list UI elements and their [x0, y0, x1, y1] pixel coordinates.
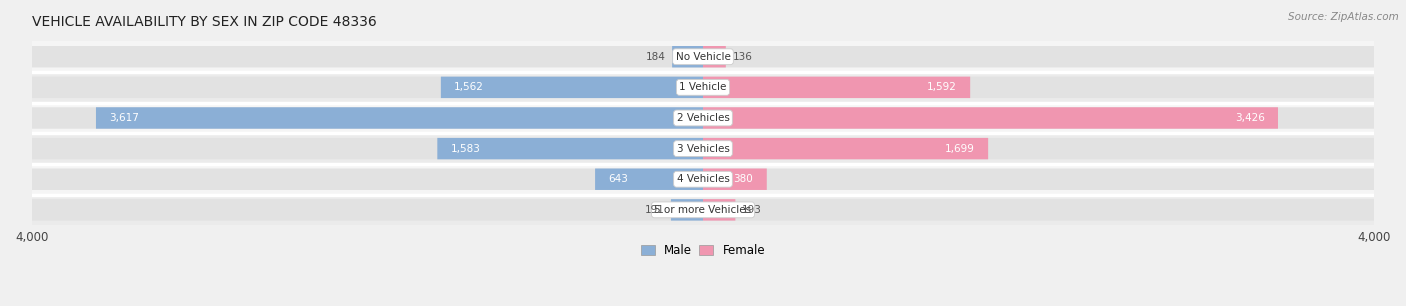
Text: 1,583: 1,583 [451, 144, 481, 154]
Text: 1,562: 1,562 [454, 82, 484, 92]
FancyBboxPatch shape [32, 138, 1374, 159]
Bar [32, 41, 1374, 72]
Legend: Male, Female: Male, Female [636, 240, 770, 262]
Bar [32, 72, 1374, 103]
Text: 643: 643 [609, 174, 628, 184]
FancyBboxPatch shape [32, 107, 1374, 129]
FancyBboxPatch shape [32, 76, 1374, 98]
Text: 1,699: 1,699 [945, 144, 974, 154]
FancyBboxPatch shape [703, 46, 725, 67]
Text: 2 Vehicles: 2 Vehicles [676, 113, 730, 123]
Text: 3,426: 3,426 [1234, 113, 1264, 123]
FancyBboxPatch shape [32, 169, 1374, 190]
Text: Source: ZipAtlas.com: Source: ZipAtlas.com [1288, 12, 1399, 22]
FancyBboxPatch shape [671, 199, 703, 221]
Text: 3 Vehicles: 3 Vehicles [676, 144, 730, 154]
Text: 193: 193 [742, 205, 762, 215]
FancyBboxPatch shape [441, 76, 703, 98]
FancyBboxPatch shape [703, 169, 766, 190]
Text: 136: 136 [733, 52, 752, 62]
Bar [32, 103, 1374, 133]
FancyBboxPatch shape [437, 138, 703, 159]
FancyBboxPatch shape [96, 107, 703, 129]
FancyBboxPatch shape [703, 107, 1278, 129]
Bar [32, 133, 1374, 164]
Text: 191: 191 [644, 205, 664, 215]
FancyBboxPatch shape [703, 199, 735, 221]
Text: 1 Vehicle: 1 Vehicle [679, 82, 727, 92]
Text: 184: 184 [645, 52, 665, 62]
Bar [32, 164, 1374, 195]
Text: 4 Vehicles: 4 Vehicles [676, 174, 730, 184]
Text: 5 or more Vehicles: 5 or more Vehicles [654, 205, 752, 215]
FancyBboxPatch shape [703, 138, 988, 159]
FancyBboxPatch shape [672, 46, 703, 67]
FancyBboxPatch shape [703, 76, 970, 98]
Text: 3,617: 3,617 [110, 113, 139, 123]
Text: No Vehicle: No Vehicle [675, 52, 731, 62]
Text: VEHICLE AVAILABILITY BY SEX IN ZIP CODE 48336: VEHICLE AVAILABILITY BY SEX IN ZIP CODE … [32, 15, 377, 29]
FancyBboxPatch shape [32, 199, 1374, 221]
Text: 380: 380 [734, 174, 754, 184]
Bar [32, 195, 1374, 225]
FancyBboxPatch shape [32, 46, 1374, 67]
FancyBboxPatch shape [595, 169, 703, 190]
Text: 1,592: 1,592 [927, 82, 956, 92]
